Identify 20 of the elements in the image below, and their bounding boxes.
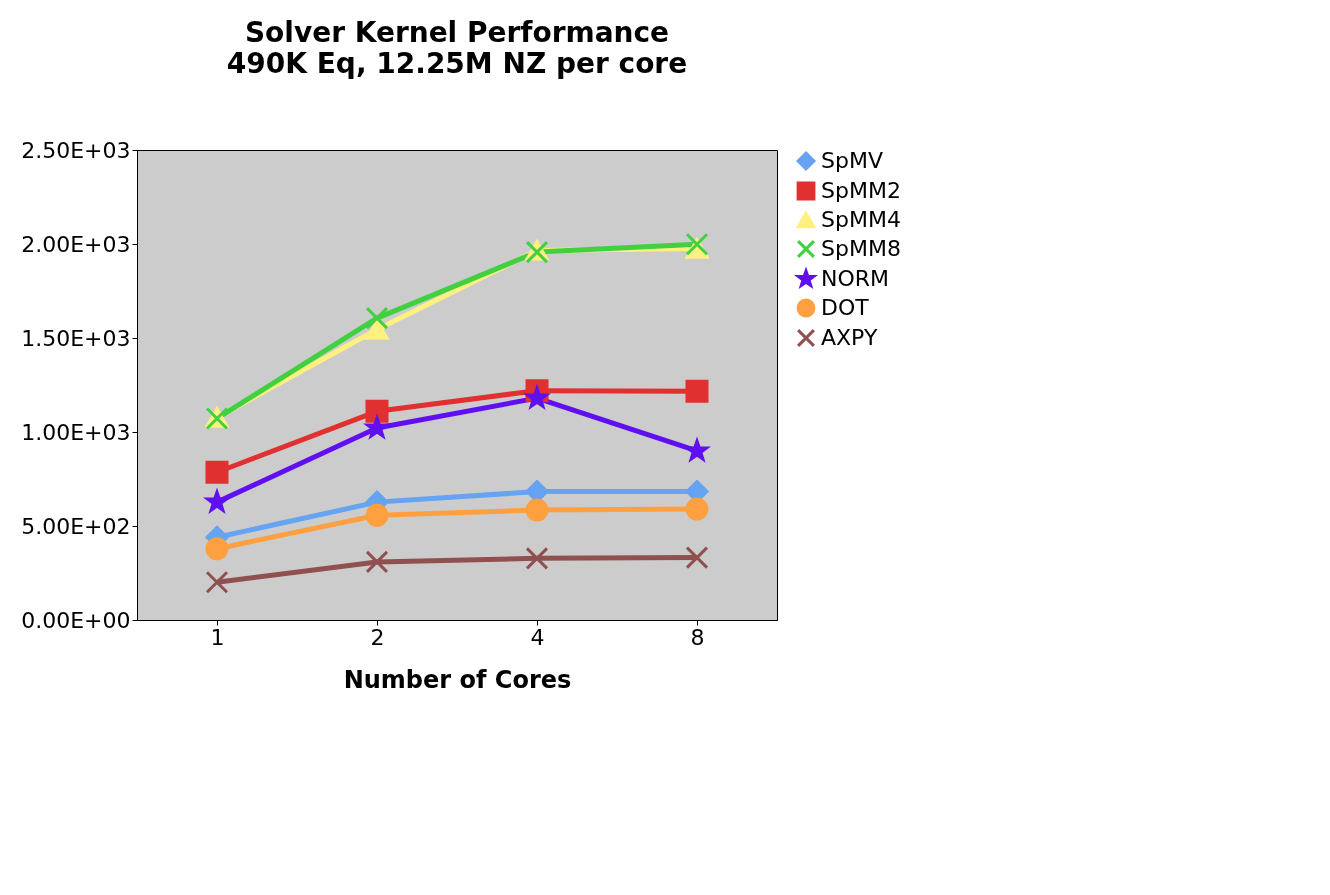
legend-label: SpMV: [821, 148, 883, 173]
y-tick-label: 1.50E+03: [21, 325, 131, 351]
x-tick-label: 8: [690, 624, 705, 650]
y-tick-label: 5.00E+02: [21, 513, 131, 539]
chart-subtitle: 490K Eq, 12.25M NZ per core: [226, 47, 688, 80]
chart-title: Solver Kernel Performance: [244, 16, 670, 49]
y-tick-label: 0.00E+00: [21, 607, 131, 633]
legend-label: NORM: [821, 266, 890, 291]
legend-label: DOT: [821, 295, 870, 320]
y-tick-label: 1.00E+03: [21, 419, 131, 445]
x-tick-label: 2: [370, 624, 385, 650]
y-tick-label: 2.50E+03: [21, 137, 131, 163]
legend-label: AXPY: [821, 325, 878, 350]
x-tick-label: 1: [210, 624, 225, 650]
legend-label: SpMM2: [821, 178, 901, 203]
x-tick-label: 4: [530, 624, 545, 650]
y-tick-label: 2.00E+03: [21, 231, 131, 257]
x-axis-title: Number of Cores: [343, 665, 572, 694]
legend-label: SpMM8: [821, 236, 901, 261]
legend-label: SpMM4: [821, 207, 901, 232]
